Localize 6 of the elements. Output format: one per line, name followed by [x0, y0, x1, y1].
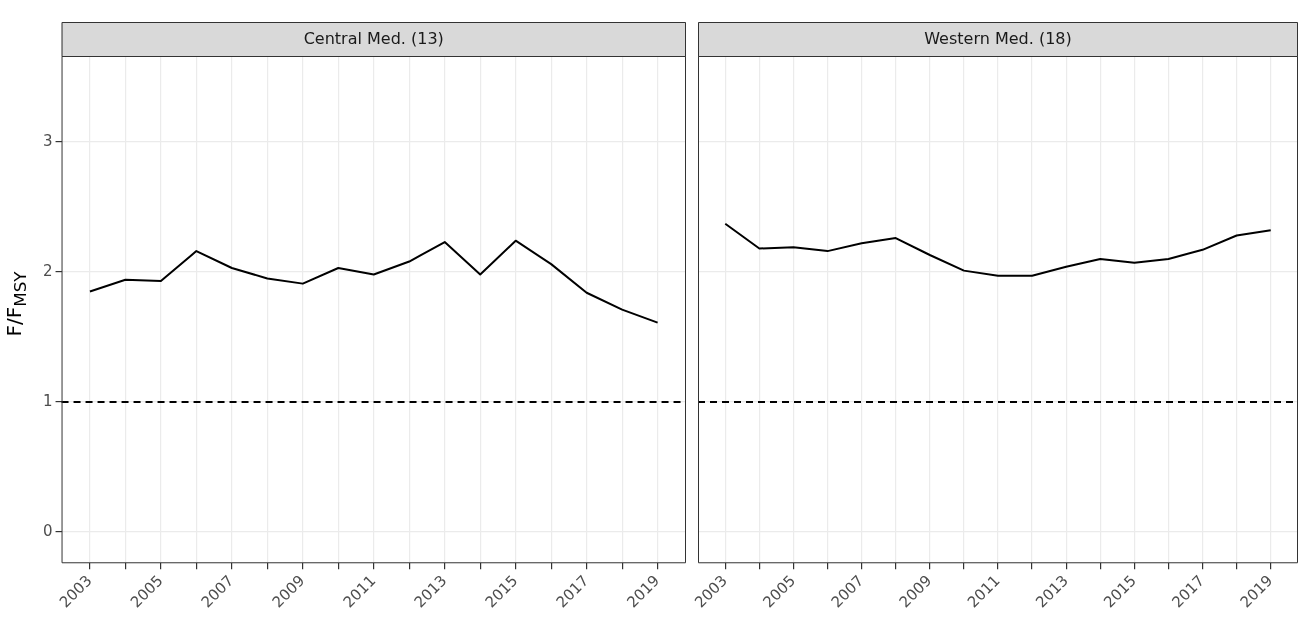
chart-title: Western Med. (18) [924, 29, 1072, 49]
y-tick-label: 1 [43, 391, 53, 410]
chart-title: Central Med. (13) [303, 29, 444, 49]
y-tick-label: 3 [43, 131, 53, 150]
y-tick-label: 2 [43, 261, 53, 280]
y-tick-label: 0 [43, 521, 53, 540]
